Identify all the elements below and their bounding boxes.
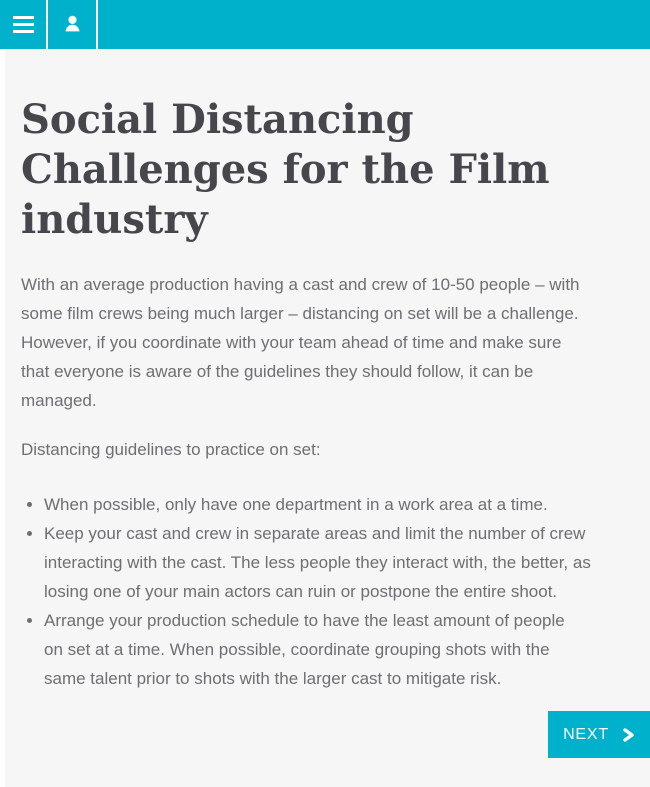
- lesson-content: Social Distancing Challenges for the Fil…: [0, 49, 650, 693]
- user-button[interactable]: [48, 0, 98, 49]
- topbar-filler: [98, 0, 650, 49]
- list-item: Keep your cast and crew in separate area…: [44, 519, 625, 606]
- person-icon: [62, 14, 83, 35]
- menu-button[interactable]: [0, 0, 48, 49]
- page-left-edge: [0, 49, 5, 787]
- guidelines-list: When possible, only have one department …: [21, 490, 625, 693]
- guidelines-intro: Distancing guidelines to practice on set…: [21, 440, 321, 459]
- next-button-label: NEXT: [563, 725, 609, 743]
- hamburger-icon: [12, 14, 34, 35]
- list-item: Arrange your production schedule to have…: [44, 606, 625, 693]
- next-button[interactable]: NEXT: [548, 711, 650, 758]
- intro-paragraph: With an average production having a cast…: [21, 275, 580, 410]
- chevron-right-icon: [622, 727, 635, 742]
- list-item: When possible, only have one department …: [44, 490, 625, 519]
- top-nav-bar: [0, 0, 650, 49]
- page-title: Social Distancing Challenges for the Fil…: [21, 96, 550, 243]
